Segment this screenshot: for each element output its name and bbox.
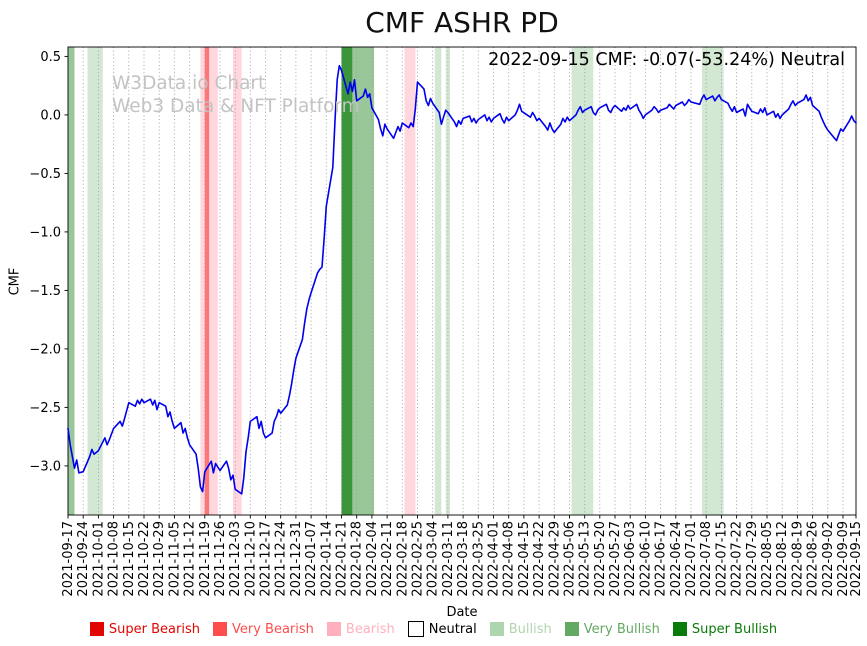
x-tick-label: 2022-03-18 [456, 521, 471, 597]
x-tick-label: 2021-12-10 [243, 521, 258, 597]
legend-item-bearish: Bearish [327, 622, 395, 637]
x-tick-label: 2022-05-06 [563, 521, 578, 597]
legend-label-neutral: Neutral [429, 622, 477, 637]
x-tick-label: 2021-10-22 [137, 521, 152, 597]
legend-label-super_bearish: Super Bearish [109, 622, 200, 637]
legend-item-bullish: Bullish [490, 622, 552, 637]
x-tick-label: 2022-01-07 [304, 521, 319, 597]
signal-band-bullish [88, 47, 103, 515]
legend: Super Bearish Very Bearish Bearish Neutral B… [0, 621, 867, 637]
x-tick-label: 2022-05-13 [578, 521, 593, 597]
x-tick-label: 2021-11-12 [183, 521, 198, 597]
legend-label-super_bullish: Super Bullish [692, 622, 777, 637]
x-tick-label: 2022-06-10 [638, 521, 653, 597]
chart-title: CMF ASHR PD [57, 6, 867, 39]
y-tick-label: −1.5 [29, 284, 61, 299]
signal-band-bullish [572, 47, 594, 515]
legend-swatch-super_bullish [673, 622, 687, 636]
y-tick-label: −1.0 [29, 225, 61, 240]
x-tick-label: 2021-09-24 [76, 521, 91, 597]
legend-swatch-super_bearish [90, 622, 104, 636]
legend-swatch-neutral [408, 621, 424, 637]
signal-band-very_bullish [68, 47, 75, 515]
legend-item-super_bullish: Super Bullish [673, 622, 777, 637]
x-tick-label: 2022-07-22 [730, 521, 745, 597]
x-tick-label: 2022-03-25 [471, 521, 486, 597]
x-tick-label: 2021-12-31 [289, 521, 304, 597]
x-tick-label: 2021-12-03 [228, 521, 243, 597]
x-tick-label: 2022-08-12 [775, 521, 790, 597]
x-tick-label: 2021-09-17 [61, 521, 76, 597]
legend-label-very_bearish: Very Bearish [232, 622, 314, 637]
x-tick-label: 2021-11-05 [167, 521, 182, 597]
x-tick-label: 2022-03-11 [441, 521, 456, 597]
x-tick-label: 2021-10-08 [107, 521, 122, 597]
legend-label-very_bullish: Very Bullish [584, 622, 660, 637]
latest-value-annotation: 2022-09-15 CMF: -0.07(-53.24%) Neutral [488, 50, 845, 70]
x-tick-label: 2022-08-19 [790, 521, 805, 597]
legend-swatch-bearish [327, 622, 341, 636]
x-tick-label: 2021-12-17 [259, 521, 274, 597]
watermark: W3Data.io Chart Web3 Data & NFT Platform [112, 72, 360, 118]
x-tick-label: 2022-01-21 [335, 521, 350, 597]
y-tick-label: 0.0 [40, 108, 61, 123]
signal-band-bullish [702, 47, 724, 515]
x-tick-label: 2022-05-27 [608, 521, 623, 597]
x-tick-label: 2021-10-29 [152, 521, 167, 597]
x-tick-label: 2021-12-24 [274, 521, 289, 597]
x-tick-label: 2022-07-29 [745, 521, 760, 597]
x-tick-label: 2022-06-03 [623, 521, 638, 597]
x-tick-label: 2022-07-15 [714, 521, 729, 597]
x-tick-label: 2022-06-24 [669, 521, 684, 597]
legend-swatch-bullish [490, 622, 504, 636]
y-tick-label: −2.5 [29, 401, 61, 416]
x-tick-label: 2022-08-26 [806, 521, 821, 597]
watermark-line-1: W3Data.io Chart [112, 72, 360, 95]
x-tick-label: 2022-07-01 [684, 521, 699, 597]
y-tick-label: −3.0 [29, 459, 61, 474]
y-axis-title: CMF [8, 267, 23, 297]
x-tick-label: 2022-06-17 [654, 521, 669, 597]
x-tick-label: 2022-01-14 [319, 521, 334, 597]
legend-label-bearish: Bearish [346, 622, 395, 637]
x-tick-label: 2022-08-05 [760, 521, 775, 597]
x-tick-label: 2022-02-25 [411, 521, 426, 597]
x-tick-label: 2022-04-15 [517, 521, 532, 597]
x-tick-label: 2022-09-15 [849, 521, 864, 597]
x-tick-label: 2022-09-02 [821, 521, 836, 597]
watermark-line-2: Web3 Data & NFT Platform [112, 95, 360, 118]
x-tick-label: 2022-04-01 [487, 521, 502, 597]
x-tick-label: 2022-04-29 [547, 521, 562, 597]
x-tick-label: 2021-10-15 [122, 521, 137, 597]
x-tick-label: 2022-01-28 [350, 521, 365, 597]
legend-item-very_bullish: Very Bullish [565, 622, 660, 637]
x-tick-label: 2021-11-26 [213, 521, 228, 597]
x-tick-label: 2022-02-11 [380, 521, 395, 597]
x-tick-label: 2021-10-01 [91, 521, 106, 597]
x-tick-label: 2022-07-08 [699, 521, 714, 597]
cmf-line [68, 66, 856, 494]
legend-label-bullish: Bullish [509, 622, 552, 637]
y-tick-label: 0.5 [40, 50, 61, 65]
x-tick-label: 2022-02-04 [365, 521, 380, 597]
x-tick-label: 2022-04-22 [532, 521, 547, 597]
legend-item-super_bearish: Super Bearish [90, 622, 200, 637]
legend-swatch-very_bullish [565, 622, 579, 636]
legend-swatch-very_bearish [213, 622, 227, 636]
legend-item-neutral: Neutral [408, 621, 477, 637]
x-tick-label: 2021-11-19 [198, 521, 213, 597]
x-tick-label: 2022-02-18 [395, 521, 410, 597]
y-tick-label: −0.5 [29, 167, 61, 182]
x-tick-label: 2022-04-08 [502, 521, 517, 597]
legend-item-very_bearish: Very Bearish [213, 622, 314, 637]
x-axis-title: Date [57, 605, 867, 620]
chart-figure: 2021-09-172021-09-242021-10-012021-10-08… [0, 0, 867, 646]
x-tick-label: 2022-03-04 [426, 521, 441, 597]
y-tick-label: −2.0 [29, 342, 61, 357]
x-tick-label: 2022-05-20 [593, 521, 608, 597]
